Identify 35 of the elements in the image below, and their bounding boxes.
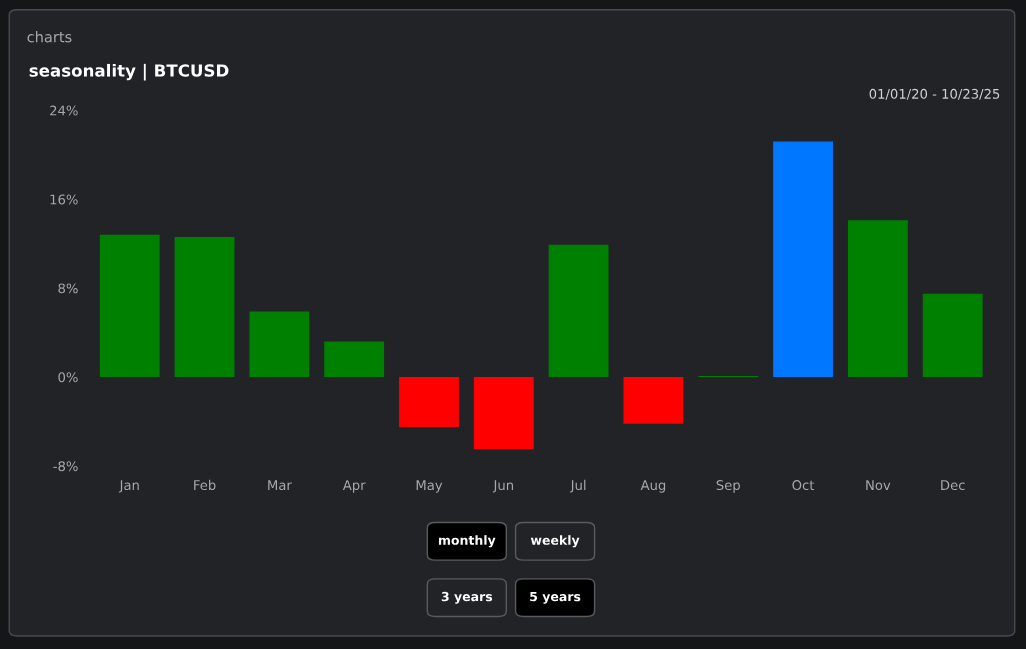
x-tick-label: Mar [268,480,292,491]
bar [922,293,983,378]
y-tick-label: 24% [50,105,78,116]
bar [773,141,833,378]
bar [623,377,684,424]
x-tick-label: Jul [569,479,586,493]
y-tick-label: -8% [53,461,78,472]
text: 5 years [530,591,581,604]
chart-title: seasonality | BTCUSD [29,63,229,81]
x-tick-label: Feb [194,479,216,491]
text: 3 years [441,591,493,604]
x-tick-label: Apr [342,480,366,493]
x-tick-label: May [416,480,443,493]
x-tick-label: Nov [866,480,891,491]
bar [324,341,385,378]
text: weekly [530,535,580,548]
x-tick-label: Dec [941,480,965,491]
text: 01/01/20 - 10/23/25 [869,88,1000,100]
bar [847,220,908,378]
x-tick-label: Jan [118,480,139,493]
x-tick-label: Jun [492,480,513,493]
x-tick-label: Sep [716,480,740,493]
bar [473,377,534,450]
y-tick-label: 16% [50,194,78,205]
text: monthly [438,535,496,548]
y-tick-label: 8% [58,283,78,294]
x-tick-label: Aug [640,480,666,493]
text: charts [27,31,72,43]
bar [99,234,160,378]
bar [399,377,459,428]
bar [548,244,609,378]
bar [174,237,235,378]
y-tick-label: 0% [58,372,78,383]
bar [249,311,310,378]
x-tick-label: Oct [792,480,815,491]
